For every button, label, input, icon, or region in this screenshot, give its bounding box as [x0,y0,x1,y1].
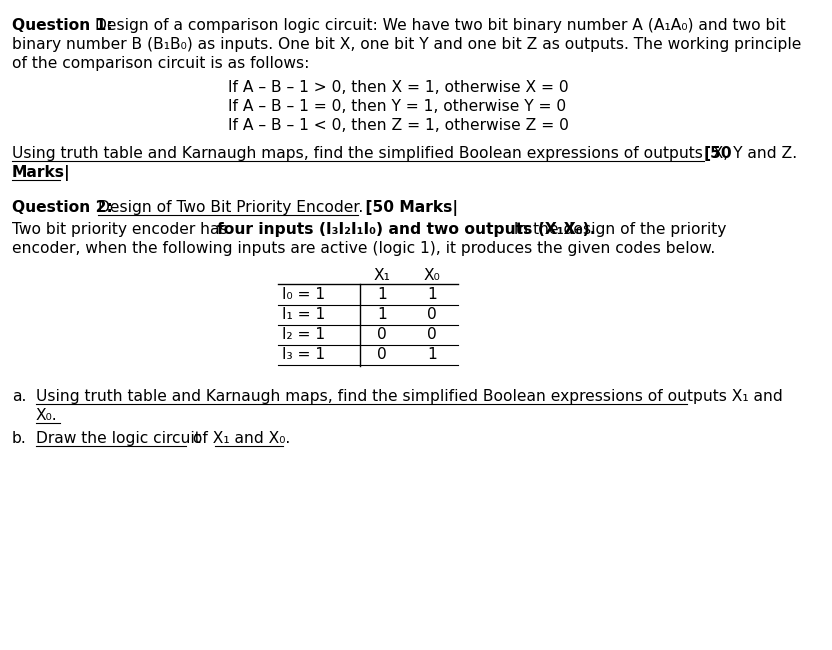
Text: of the comparison circuit is as follows:: of the comparison circuit is as follows: [12,56,310,71]
Text: Draw the logic circuit: Draw the logic circuit [36,431,201,446]
Text: 0: 0 [427,327,437,342]
Text: X₁: X₁ [374,268,390,283]
Text: 1: 1 [427,287,437,302]
Text: binary number B (B₁B₀) as inputs. One bit X, one bit Y and one bit Z as outputs.: binary number B (B₁B₀) as inputs. One bi… [12,37,801,52]
Text: 0: 0 [377,347,387,362]
Text: 0: 0 [377,327,387,342]
Text: Question 2:: Question 2: [12,200,113,215]
Text: I₂ = 1: I₂ = 1 [282,327,325,342]
Text: a.: a. [12,389,27,404]
Text: Using truth table and Karnaugh maps, find the simplified Boolean expressions of : Using truth table and Karnaugh maps, fin… [36,389,783,404]
Text: X₀: X₀ [423,268,440,283]
Text: encoder, when the following inputs are active (logic 1), it produces the given c: encoder, when the following inputs are a… [12,241,716,256]
Text: [50 Marks|: [50 Marks| [360,200,458,216]
Text: Question 1:: Question 1: [12,18,112,33]
Text: four inputs (I₃I₂I₁I₀) and two outputs (X₁X₀).: four inputs (I₃I₂I₁I₀) and two outputs (… [217,222,596,237]
Text: Two bit priority encoder has: Two bit priority encoder has [12,222,232,237]
Text: Using truth table and Karnaugh maps, find the simplified Boolean expressions of : Using truth table and Karnaugh maps, fin… [12,146,802,161]
Text: of X₁ and X₀.: of X₁ and X₀. [188,431,290,446]
Text: 1: 1 [377,307,387,322]
Text: Design of Two Bit Priority Encoder.: Design of Two Bit Priority Encoder. [98,200,364,215]
Text: I₀ = 1: I₀ = 1 [282,287,325,302]
Text: X₀.: X₀. [36,408,57,423]
Text: If A – B – 1 > 0, then X = 1, otherwise X = 0: If A – B – 1 > 0, then X = 1, otherwise … [228,80,568,95]
Text: I₃ = 1: I₃ = 1 [282,347,325,362]
Text: [50: [50 [704,146,733,161]
Text: b.: b. [12,431,27,446]
Text: Marks|: Marks| [12,165,71,181]
Text: If A – B – 1 = 0, then Y = 1, otherwise Y = 0: If A – B – 1 = 0, then Y = 1, otherwise … [228,99,566,114]
Text: 0: 0 [427,307,437,322]
Text: In the design of the priority: In the design of the priority [509,222,726,237]
Text: 1: 1 [377,287,387,302]
Text: I₁ = 1: I₁ = 1 [282,307,325,322]
Text: 1: 1 [427,347,437,362]
Text: If A – B – 1 < 0, then Z = 1, otherwise Z = 0: If A – B – 1 < 0, then Z = 1, otherwise … [228,118,569,133]
Text: Design of a comparison logic circuit: We have two bit binary number A (A₁A₀) and: Design of a comparison logic circuit: We… [95,18,785,33]
